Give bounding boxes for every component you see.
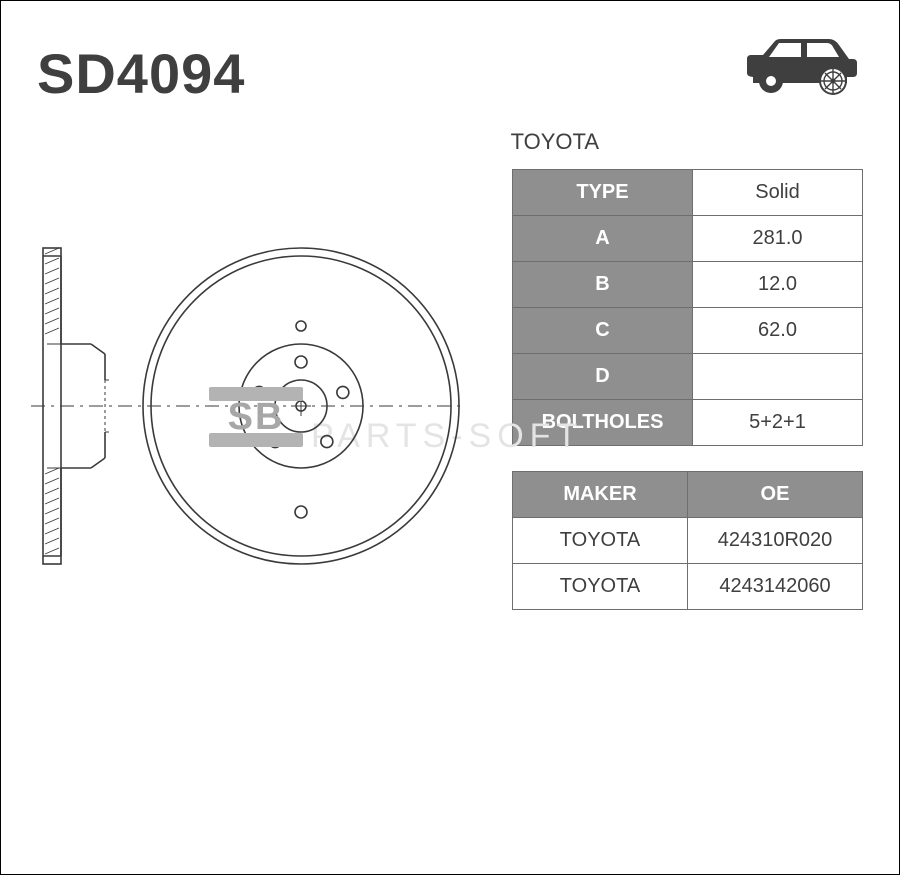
spec-value: 5+2+1 [693, 400, 863, 446]
spec-label: TYPE [513, 170, 693, 216]
spec-value: 281.0 [693, 216, 863, 262]
rear-wheel-highlight [819, 67, 847, 95]
oe-maker: TOYOTA [513, 518, 688, 564]
spec-value: Solid [693, 170, 863, 216]
table-row: TOYOTA4243142060 [513, 564, 863, 610]
table-row: TOYOTA424310R020 [513, 518, 863, 564]
oe-number: 424310R020 [688, 518, 863, 564]
oe-maker: TOYOTA [513, 564, 688, 610]
spec-table: TYPESolid A281.0 B12.0 C62.0 D BOLTHOLES… [512, 169, 863, 446]
brake-disc-diagram [31, 191, 461, 621]
oe-header-maker: MAKER [513, 472, 688, 518]
spec-label: A [513, 216, 693, 262]
table-row: C62.0 [513, 308, 863, 354]
oe-header-oe: OE [688, 472, 863, 518]
make-label: TOYOTA [511, 129, 599, 155]
table-row: D [513, 354, 863, 400]
spec-label: B [513, 262, 693, 308]
part-number: SD4094 [37, 41, 245, 106]
vehicle-icon [741, 29, 861, 99]
oe-number: 4243142060 [688, 564, 863, 610]
spec-value [693, 354, 863, 400]
spec-value: 12.0 [693, 262, 863, 308]
spec-label: D [513, 354, 693, 400]
table-row: BOLTHOLES5+2+1 [513, 400, 863, 446]
spec-label: BOLTHOLES [513, 400, 693, 446]
spec-label: C [513, 308, 693, 354]
table-row: A281.0 [513, 216, 863, 262]
table-row: B12.0 [513, 262, 863, 308]
oe-table: MAKER OE TOYOTA424310R020 TOYOTA42431420… [512, 471, 863, 610]
table-row: TYPESolid [513, 170, 863, 216]
spec-value: 62.0 [693, 308, 863, 354]
